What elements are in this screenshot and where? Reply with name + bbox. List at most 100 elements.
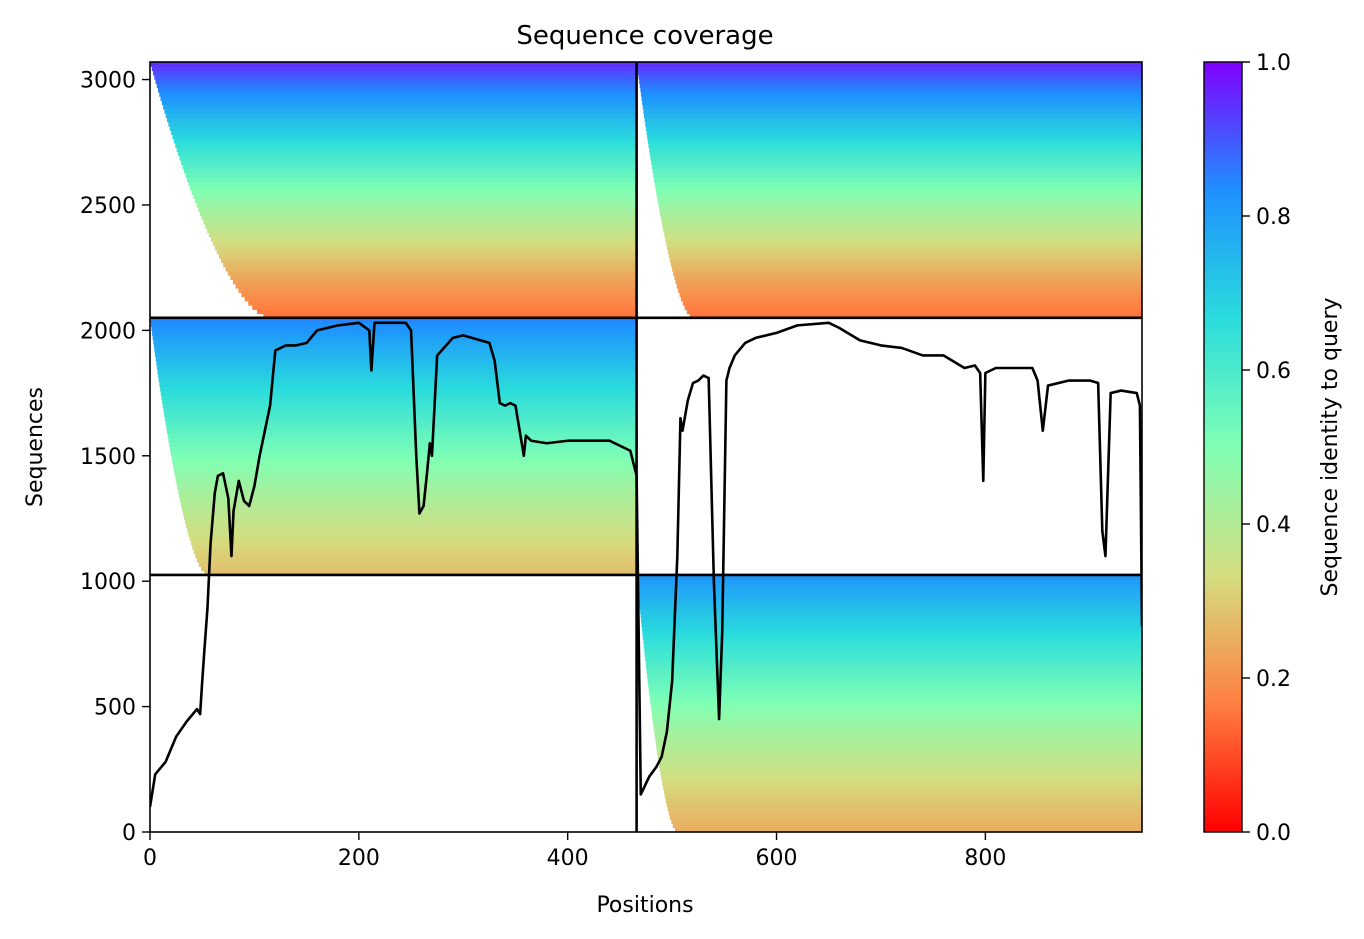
coverage-strip: [180, 497, 637, 503]
coverage-strip: [156, 83, 637, 89]
coverage-strip: [182, 164, 637, 170]
coverage-strip: [176, 147, 637, 153]
coverage-strip: [152, 330, 637, 336]
coverage-strip: [641, 96, 1142, 101]
colorbar-label: Sequence identity to query: [1318, 297, 1343, 596]
coverage-strip: [163, 104, 637, 110]
coverage-strip: [168, 121, 637, 127]
coverage-strip: [678, 287, 1142, 293]
coverage-strip: [643, 113, 1142, 119]
y-tick-label: 0: [122, 821, 136, 846]
plot-frame: [149, 61, 1143, 833]
coverage-strip: [641, 626, 1142, 632]
coverage-strip: [682, 300, 1142, 306]
coverage-strip: [651, 160, 1142, 165]
coverage-strip: [668, 810, 1142, 816]
y-tick-label: 1500: [80, 445, 136, 470]
coverage-strip: [168, 437, 637, 443]
coverage-strip: [640, 613, 1142, 619]
coverage-strip: [155, 79, 637, 84]
coverage-strip: [640, 609, 1142, 615]
coverage-strip: [653, 172, 1142, 178]
coverage-strip: [153, 339, 637, 345]
coverage-blocks: [150, 62, 1142, 832]
y-tick-label: 2500: [80, 194, 136, 219]
colorbar-tick-label: 1.0: [1256, 51, 1291, 76]
coverage-strip: [196, 557, 637, 563]
coverage-strip: [657, 198, 1142, 204]
coverage-strip: [150, 317, 637, 323]
coverage-strip: [172, 459, 637, 465]
coverage-strip: [649, 694, 1142, 700]
coverage-strip: [647, 138, 1142, 144]
coverage-strip: [156, 364, 637, 370]
x-tick-label: 200: [338, 846, 380, 871]
coverage-strip: [644, 117, 1142, 123]
coverage-strip: [173, 467, 637, 473]
y-tick-label: 2000: [80, 319, 136, 344]
coverage-block-lower-right: [636, 574, 1142, 832]
coverage-strip: [166, 424, 637, 430]
coverage-strip: [656, 189, 1142, 195]
colorbar: [1203, 61, 1243, 833]
coverage-strip: [674, 275, 1142, 281]
coverage-strip: [645, 125, 1142, 131]
coverage-strip: [652, 716, 1142, 722]
coverage-strip: [175, 476, 637, 482]
coverage-strip: [646, 130, 1142, 136]
coverage-strip: [166, 429, 637, 435]
coverage-strip: [653, 724, 1142, 730]
coverage-strip: [636, 62, 1142, 67]
coverage-strip: [649, 690, 1142, 696]
coverage-strip: [163, 407, 637, 413]
coverage-strip: [639, 604, 1142, 610]
coverage-strip: [186, 177, 637, 182]
coverage-strip: [189, 536, 637, 542]
coverage-strip: [162, 399, 637, 405]
y-tick-label: 500: [94, 696, 136, 721]
coverage-strip: [667, 249, 1142, 255]
coverage-strip: [190, 185, 637, 191]
coverage-strip: [159, 382, 637, 387]
coverage-strip: [644, 647, 1142, 653]
coverage-strip: [638, 70, 1142, 76]
coverage-strip: [208, 232, 637, 238]
coverage-strip: [156, 360, 637, 366]
colorbar-tick-label: 0.2: [1256, 667, 1291, 692]
coverage-strip: [167, 433, 637, 439]
coverage-strip: [649, 147, 1142, 153]
coverage-strip: [667, 245, 1142, 251]
coverage-strip: [648, 143, 1142, 148]
coverage-strip: [221, 258, 637, 263]
coverage-strip: [193, 549, 637, 555]
coverage-strip: [639, 600, 1142, 606]
coverage-strip: [169, 442, 637, 447]
coverage-strip: [173, 138, 637, 144]
coverage-strip: [227, 270, 637, 276]
chart-title: Sequence coverage: [516, 21, 773, 51]
coverage-strip: [169, 125, 637, 131]
coverage-strip: [636, 574, 1142, 580]
coverage-strip: [153, 343, 637, 349]
coverage-strip: [178, 489, 637, 495]
coverage-strip: [158, 373, 637, 379]
coverage-strip: [669, 814, 1142, 820]
coverage-strip: [160, 390, 637, 396]
coverage-strip: [188, 181, 637, 187]
coverage-strip: [225, 266, 637, 272]
colorbar-ticks: 0.0 0.2 0.4 0.6 0.8 1.0: [1242, 51, 1291, 846]
coverage-strip: [645, 656, 1142, 662]
coverage-strip: [654, 733, 1142, 739]
coverage-strip: [647, 673, 1142, 679]
coverage-strip: [212, 241, 637, 246]
coverage-strip: [658, 202, 1142, 208]
coverage-strip: [204, 570, 637, 576]
coverage-strip: [153, 70, 637, 76]
coverage-strip: [150, 322, 637, 327]
coverage-line-layer: [150, 321, 1142, 808]
coverage-strip: [651, 712, 1142, 717]
coverage-strip: [179, 493, 637, 499]
coverage-block-upper-left: [150, 62, 637, 319]
coverage-strip: [165, 420, 637, 426]
